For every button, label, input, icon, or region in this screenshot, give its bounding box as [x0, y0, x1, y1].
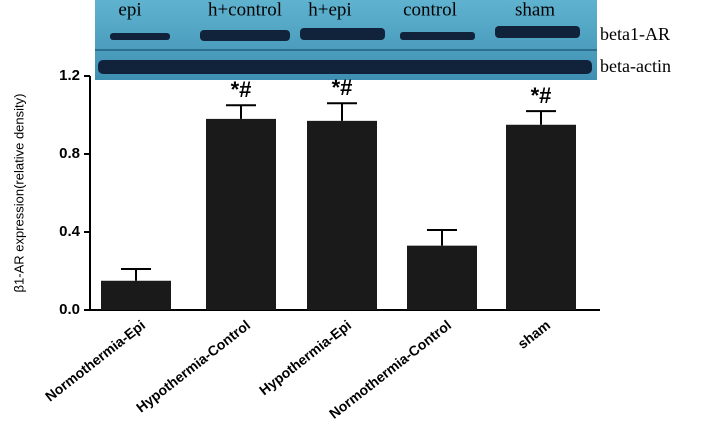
y-tick-label: 0.4 [59, 223, 81, 240]
x-tick-label: Hypothermia-Control [133, 317, 253, 416]
y-tick-label: 1.2 [59, 67, 80, 84]
band [495, 26, 580, 38]
annotation: *# [332, 75, 353, 100]
annotation: *# [531, 83, 552, 108]
lane-label: h+control [208, 0, 282, 20]
x-tick-label: Hypothermia-Epi [256, 317, 354, 399]
band [110, 33, 170, 40]
bands [98, 26, 592, 74]
bar [307, 120, 377, 310]
bar [206, 118, 276, 311]
row-label: beta1-AR [600, 24, 670, 44]
x-tick-label: sham [514, 317, 553, 352]
y-tick-label: 0.8 [59, 145, 80, 162]
row-label: beta-actin [600, 56, 671, 76]
bar [101, 280, 171, 310]
blot [95, 0, 597, 80]
lane-label: sham [515, 0, 555, 20]
lane-label: epi [118, 0, 141, 20]
y-axis-label: β1-AR expression(relative density) [11, 94, 26, 293]
bar [407, 245, 477, 310]
lane-label: control [403, 0, 457, 20]
bar [506, 124, 576, 310]
x-tick-label: Normothermia-Epi [42, 317, 148, 405]
band [98, 60, 592, 74]
lane-label: h+epi [308, 0, 351, 20]
band [300, 28, 385, 40]
y-tick-label: 0.0 [59, 301, 80, 318]
band [200, 30, 290, 41]
band [400, 32, 475, 40]
annotation: *# [231, 77, 252, 102]
